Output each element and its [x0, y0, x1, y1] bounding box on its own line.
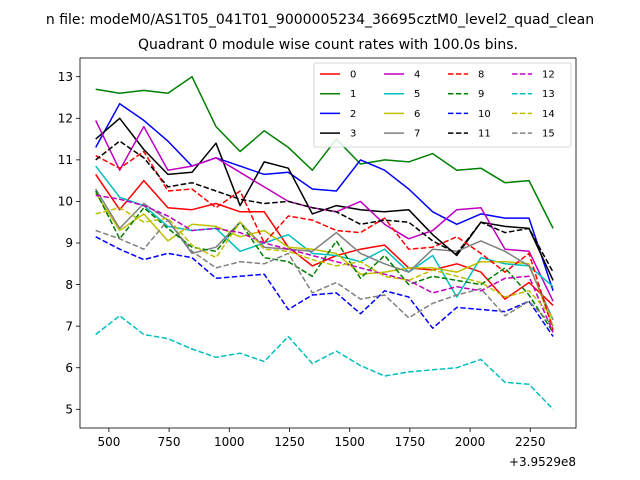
x-tick-label: 750: [158, 435, 181, 449]
y-tick-label: 13: [58, 70, 73, 84]
y-tick-label: 5: [65, 402, 73, 416]
series-line-15: [95, 219, 554, 327]
x-tick-label: 500: [97, 435, 120, 449]
y-axis: 5 6 7 8 9 10 11 12 13: [58, 70, 80, 416]
series-line-4: [95, 120, 554, 302]
series-line-6: [95, 192, 554, 327]
legend-label-3: 3: [350, 129, 356, 140]
x-tick-label: 1750: [395, 435, 426, 449]
series-line-8: [95, 150, 554, 331]
x-tick-label: 1500: [334, 435, 365, 449]
series-line-1: [95, 75, 554, 229]
series-line-0: [95, 173, 554, 306]
y-tick-label: 7: [65, 319, 73, 333]
x-tick-label: 1250: [274, 435, 305, 449]
x-axis-offset-label: +3.9529e8: [509, 455, 576, 469]
plot-area: [79, 57, 577, 429]
legend-label-7: 7: [414, 129, 420, 140]
x-tick-label: 1000: [214, 435, 245, 449]
x-axis: 500 750 1000 1250 1500 1750 2000 2250: [97, 428, 546, 449]
legend-label-6: 6: [414, 109, 420, 120]
legend-label-15: 15: [542, 129, 555, 140]
legend-box: [313, 62, 572, 148]
figure-suptitle: n file: modeM0/AS1T05_041T01_9000005234_…: [46, 12, 594, 28]
legend-label-8: 8: [478, 70, 484, 81]
series-line-10: [95, 236, 554, 337]
x-tick-label: 2000: [455, 435, 486, 449]
legend-label-10: 10: [478, 109, 491, 120]
legend-label-0: 0: [350, 70, 356, 81]
series-line-2: [95, 102, 554, 292]
series-layer: [95, 75, 554, 410]
legend-label-13: 13: [542, 89, 555, 100]
y-tick-label: 11: [58, 153, 73, 167]
series-line-12: [95, 194, 554, 333]
chart-title: Quadrant 0 module wise count rates with …: [138, 37, 518, 53]
y-tick-label: 6: [65, 361, 73, 375]
legend-label-1: 1: [350, 89, 356, 100]
legend-label-5: 5: [414, 89, 420, 100]
y-tick-label: 10: [58, 195, 73, 209]
legend-label-14: 14: [542, 109, 555, 120]
y-tick-label: 8: [65, 278, 73, 292]
series-line-14: [95, 206, 554, 319]
x-tick-label: 2250: [515, 435, 546, 449]
legend-label-12: 12: [542, 70, 555, 81]
legend-label-2: 2: [350, 109, 356, 120]
legend-label-9: 9: [478, 89, 484, 100]
series-line-13: [95, 315, 554, 410]
legend-label-11: 11: [478, 129, 491, 140]
y-tick-label: 12: [58, 111, 73, 125]
y-tick-label: 9: [65, 236, 73, 250]
series-line-11: [95, 140, 554, 273]
legend-label-4: 4: [414, 70, 420, 81]
